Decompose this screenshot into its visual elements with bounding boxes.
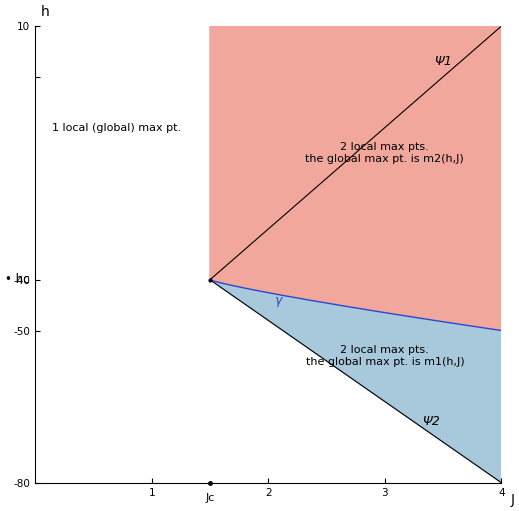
Text: h: h bbox=[41, 5, 50, 18]
Text: Ψ2: Ψ2 bbox=[422, 415, 441, 428]
Text: • hc: • hc bbox=[5, 273, 29, 286]
Polygon shape bbox=[210, 280, 501, 483]
Text: 2 local max pts.
the global max pt. is m1(h,J): 2 local max pts. the global max pt. is m… bbox=[306, 345, 464, 367]
Text: J: J bbox=[511, 493, 515, 507]
Text: Jc: Jc bbox=[206, 493, 215, 503]
Text: 1 local (global) max pt.: 1 local (global) max pt. bbox=[52, 123, 181, 132]
Text: 2 local max pts.
the global max pt. is m2(h,J): 2 local max pts. the global max pt. is m… bbox=[306, 142, 464, 164]
Text: γ: γ bbox=[274, 293, 281, 307]
Polygon shape bbox=[210, 26, 501, 280]
Polygon shape bbox=[210, 26, 501, 331]
Text: Ψ1: Ψ1 bbox=[434, 55, 452, 68]
